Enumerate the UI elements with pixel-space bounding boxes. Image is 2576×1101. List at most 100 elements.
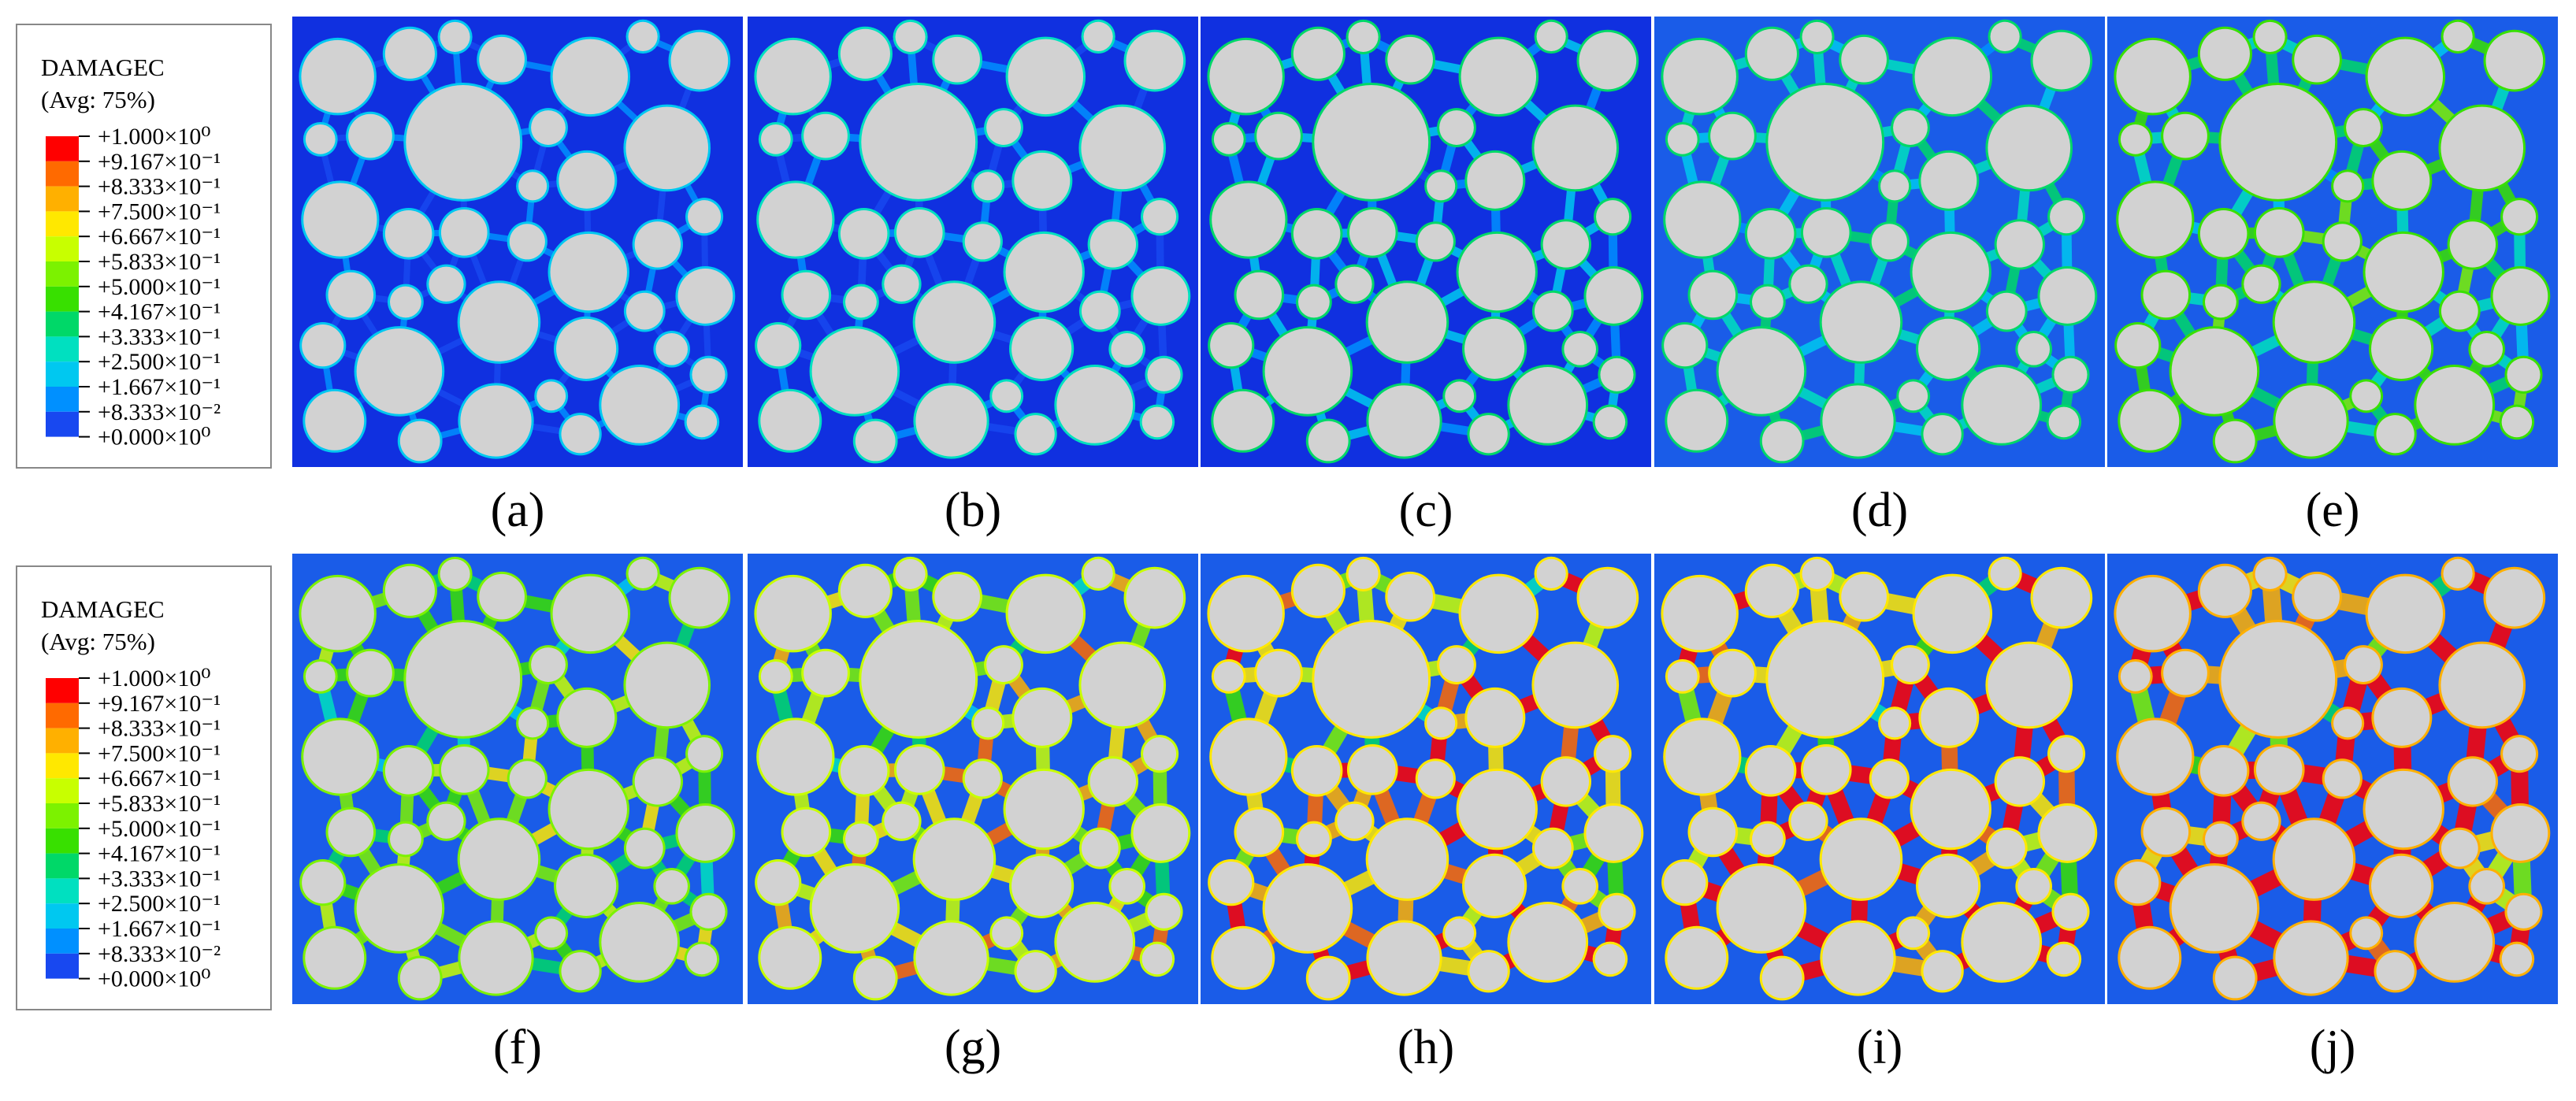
aggregate bbox=[302, 324, 344, 367]
aggregate bbox=[356, 866, 443, 951]
aggregate bbox=[1988, 106, 2071, 190]
aggregate bbox=[1918, 855, 1979, 916]
aggregate bbox=[1822, 922, 1894, 994]
aggregate bbox=[1213, 928, 1273, 988]
aggregate bbox=[783, 809, 830, 855]
panel-label: (h) bbox=[1397, 1021, 1454, 1074]
aggregate bbox=[845, 286, 877, 318]
aggregate bbox=[688, 737, 722, 771]
aggregate bbox=[2371, 318, 2432, 379]
aggregate bbox=[1690, 809, 1736, 855]
aggregate bbox=[2449, 758, 2496, 805]
aggregate bbox=[1746, 210, 1795, 258]
aggregate bbox=[1542, 221, 1590, 268]
aggregate bbox=[1014, 152, 1071, 209]
color-swatch bbox=[46, 361, 79, 387]
aggregate bbox=[840, 210, 888, 258]
legend-entry: +4.167×10⁻¹ bbox=[98, 299, 221, 325]
aggregate bbox=[1921, 152, 1977, 209]
aggregate bbox=[2199, 747, 2248, 795]
aggregate bbox=[1143, 737, 1177, 771]
aggregate bbox=[2416, 367, 2493, 443]
aggregate bbox=[1990, 558, 2020, 588]
aggregate bbox=[1467, 152, 1524, 209]
aggregate bbox=[1534, 292, 1572, 330]
aggregate bbox=[440, 558, 470, 589]
aggregate bbox=[1534, 643, 1617, 727]
aggregate bbox=[1133, 805, 1189, 861]
aggregate bbox=[760, 391, 820, 450]
aggregate bbox=[479, 573, 525, 620]
aggregate bbox=[1534, 829, 1572, 867]
aggregate bbox=[2371, 855, 2432, 916]
aggregate bbox=[536, 918, 566, 948]
color-swatch bbox=[46, 678, 79, 703]
color-swatch bbox=[46, 387, 79, 412]
aggregate bbox=[2214, 421, 2255, 462]
aggregate bbox=[2032, 32, 2091, 90]
aggregate bbox=[305, 124, 336, 154]
aggregate bbox=[2501, 943, 2533, 975]
color-swatch bbox=[46, 853, 79, 879]
aggregate bbox=[1469, 952, 1508, 991]
aggregate bbox=[1368, 283, 1447, 361]
aggregate bbox=[1791, 803, 1826, 839]
aggregate bbox=[1417, 761, 1453, 797]
aggregate bbox=[1011, 855, 1072, 916]
legend-subtitle: (Avg: 75%) bbox=[41, 86, 155, 113]
aggregate bbox=[2171, 328, 2258, 414]
aggregate bbox=[1996, 758, 2043, 805]
legend: DAMAGEC(Avg: 75%)+1.000×10⁰+9.167×10⁻¹+8… bbox=[16, 24, 272, 469]
aggregate bbox=[2050, 737, 2084, 771]
aggregate bbox=[840, 747, 888, 795]
aggregate bbox=[1752, 286, 1784, 318]
aggregate bbox=[301, 576, 374, 651]
damage-panel: (g) bbox=[748, 554, 1198, 1074]
aggregate bbox=[634, 221, 681, 268]
aggregate bbox=[625, 829, 663, 867]
aggregate bbox=[895, 558, 926, 589]
legend-entry: +9.167×10⁻¹ bbox=[98, 149, 221, 175]
aggregate bbox=[1963, 904, 2040, 981]
aggregate bbox=[1081, 829, 1119, 867]
aggregate bbox=[2255, 746, 2303, 793]
aggregate bbox=[1081, 292, 1119, 330]
aggregate bbox=[2017, 332, 2050, 365]
aggregate bbox=[1663, 576, 1736, 651]
aggregate bbox=[2040, 805, 2095, 861]
aggregate bbox=[2503, 200, 2537, 234]
color-swatch bbox=[46, 286, 79, 312]
aggregate bbox=[601, 367, 678, 443]
aggregate bbox=[1536, 558, 1566, 588]
aggregate bbox=[1664, 862, 1706, 904]
aggregate bbox=[895, 21, 926, 52]
panel-label: (e) bbox=[2306, 484, 2360, 537]
color-swatch bbox=[46, 903, 79, 929]
aggregate bbox=[1143, 200, 1177, 234]
aggregate bbox=[1469, 415, 1508, 454]
aggregate bbox=[1821, 820, 1901, 899]
aggregate bbox=[1988, 292, 2025, 330]
legend-entry: +5.833×10⁻¹ bbox=[98, 249, 221, 275]
legend-title: DAMAGEC bbox=[41, 595, 165, 623]
aggregate bbox=[1918, 318, 1979, 379]
aggregate bbox=[2374, 152, 2430, 209]
aggregate bbox=[1337, 266, 1372, 302]
color-swatch bbox=[46, 136, 79, 161]
aggregate bbox=[1417, 224, 1453, 260]
aggregate bbox=[2374, 689, 2430, 746]
damage-panel: (f) bbox=[292, 554, 743, 1074]
aggregate bbox=[1458, 233, 1535, 311]
aggregate bbox=[556, 318, 617, 379]
aggregate bbox=[406, 621, 521, 736]
color-swatch bbox=[46, 929, 79, 954]
aggregate bbox=[2441, 643, 2524, 727]
color-swatch bbox=[46, 953, 79, 979]
aggregate bbox=[670, 32, 729, 90]
panel-label: (g) bbox=[945, 1021, 1001, 1074]
aggregate bbox=[1445, 918, 1475, 948]
aggregate bbox=[1083, 21, 1113, 51]
aggregate bbox=[1314, 84, 1429, 199]
aggregate bbox=[840, 565, 890, 616]
